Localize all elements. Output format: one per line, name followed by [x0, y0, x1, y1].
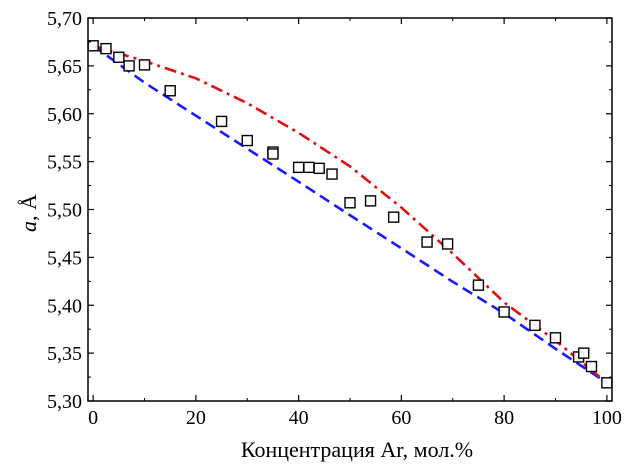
x-tick-label: 20: [186, 407, 206, 429]
x-tick-label: 100: [592, 407, 622, 429]
y-tick-label: 5,30: [47, 391, 82, 413]
tick-layer: 0 20 40 60 80 100 5,30 5,35 5,40 5,45 5,50 5,55 5,60…: [47, 8, 622, 429]
x-tick-label: 80: [494, 407, 514, 429]
y-tick-label: 5,50: [47, 200, 82, 222]
red-dashdot-line: [92, 44, 608, 384]
data-point: [421, 236, 433, 248]
y-tick-label: 5,70: [47, 8, 82, 30]
data-point: [267, 148, 279, 160]
data-point: [113, 51, 125, 63]
x-tick-label: 0: [88, 407, 98, 429]
data-point: [303, 161, 315, 174]
data-point: [326, 168, 338, 180]
data-point: [215, 115, 228, 128]
data-point: [578, 347, 590, 359]
x-tick-label: 60: [391, 407, 411, 429]
y-tick-label: 5,55: [47, 152, 82, 174]
data-point: [241, 134, 253, 147]
data-point: [364, 195, 377, 207]
data-point: [549, 332, 562, 344]
x-tick-label: 40: [289, 407, 309, 429]
y-tick-label: 5,40: [47, 295, 82, 317]
y-axis-unit: , Å: [16, 194, 41, 221]
data-point: [585, 360, 598, 373]
data-point: [313, 162, 325, 175]
plot-layer: [87, 40, 613, 389]
data-point: [123, 60, 135, 72]
data-point: [292, 161, 305, 174]
data-point: [498, 306, 510, 318]
data-point: [601, 377, 613, 389]
data-point: [387, 211, 400, 223]
y-tick-label: 5,65: [47, 56, 82, 78]
data-point: [138, 59, 151, 71]
x-axis-label: Концентрация Ar, мол.%: [241, 437, 473, 462]
y-tick-label: 5,45: [47, 247, 82, 269]
data-point: [441, 238, 454, 250]
y-axis-symbol: a: [16, 221, 41, 232]
data-point: [529, 319, 541, 332]
data-point: [164, 85, 176, 97]
data-point: [344, 197, 356, 209]
y-tick-label: 5,60: [47, 104, 82, 126]
data-point: [472, 279, 485, 291]
y-tick-label: 5,35: [47, 343, 82, 365]
blue-dashed-line: [92, 44, 608, 384]
y-axis-label: a, Å: [16, 194, 41, 232]
data-point: [100, 42, 112, 55]
